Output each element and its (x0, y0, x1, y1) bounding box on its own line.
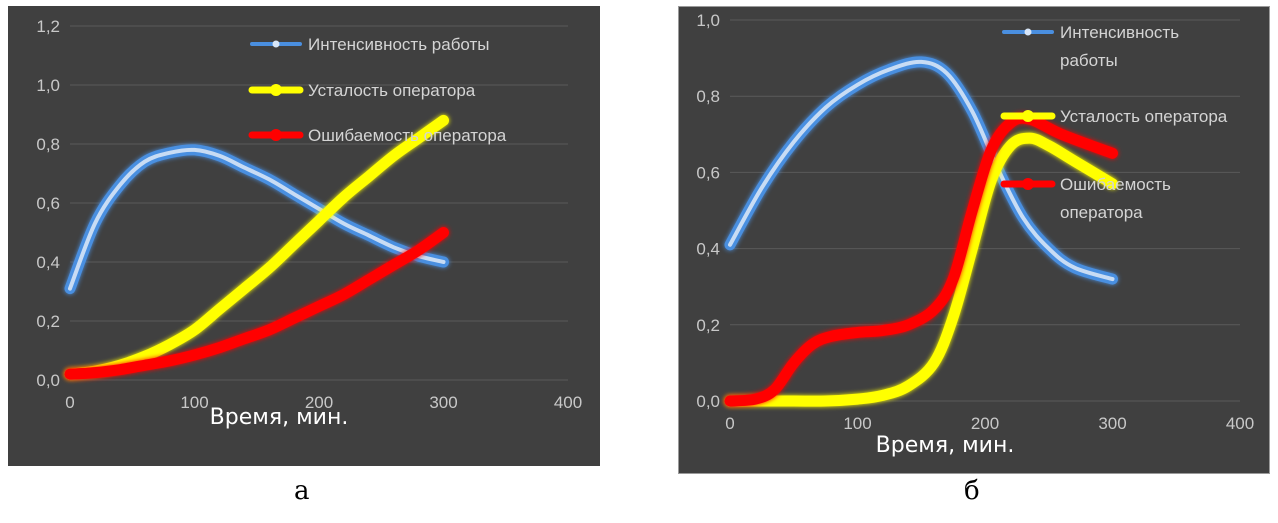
series-line-3 (64, 227, 449, 380)
series-highlight (728, 59, 1115, 282)
y-tick-label: 0,8 (696, 87, 720, 106)
series-line-3 (724, 112, 1118, 407)
y-tick-label: 0,2 (696, 316, 720, 335)
y-tick-label: 1,0 (696, 11, 720, 30)
y-tick-label: 0,2 (36, 312, 60, 331)
y-tick-label: 0,8 (36, 135, 60, 154)
y-tick-label: 1,2 (36, 17, 60, 36)
legend-label: Усталость оператора (308, 81, 476, 100)
legend-swatch-marker (1022, 178, 1034, 190)
y-tick-label: 0,0 (696, 392, 720, 411)
x-tick-label: 0 (725, 414, 734, 433)
y-tick-label: 0,0 (36, 371, 60, 390)
series-stroke (64, 227, 449, 380)
x-axis-label: Время, мин. (210, 405, 349, 430)
series-stroke (724, 132, 1118, 407)
legend-swatch-marker (272, 40, 280, 48)
x-tick-label: 300 (429, 393, 457, 412)
legend-entry-2: Усталость оператора (248, 81, 476, 100)
legend-swatch-marker (1024, 28, 1032, 36)
chart-a: 0,0 0,2 0,4 0,6 0,8 1,0 1,2 0 100 200 300 400 Время,… (8, 6, 600, 466)
caption-a: а (294, 476, 310, 506)
caption-b: б (964, 476, 980, 506)
legend-entry-1: Интенсивность работы (250, 35, 490, 54)
legend-entry-1: Интенсивность работы (1002, 23, 1179, 70)
y-tick-label: 0,4 (36, 253, 60, 272)
y-tick-label: 0,6 (696, 163, 720, 182)
series-line-1 (64, 144, 449, 295)
legend-swatch-marker (270, 129, 282, 141)
legend-label: Ошибаемость оператора (1060, 175, 1171, 222)
legend-entry-3: Ошибаемость оператора (1000, 175, 1171, 222)
chart-panel-a: 0,0 0,2 0,4 0,6 0,8 1,0 1,2 0 100 200 300 400 Время,… (8, 6, 600, 466)
x-tick-label: 200 (305, 393, 333, 412)
x-tick-label: 400 (554, 393, 582, 412)
y-tick-label: 0,6 (36, 194, 60, 213)
x-tick-label: 100 (180, 393, 208, 412)
series-stroke (724, 112, 1118, 407)
legend-label: Усталость оператора (1060, 107, 1228, 126)
chart-panel-b: 0,0 0,2 0,4 0,6 0,8 1,0 0 100 200 300 400 Время, ми… (678, 6, 1270, 474)
chart-b: 0,0 0,2 0,4 0,6 0,8 1,0 0 100 200 300 400 Время, ми… (678, 6, 1270, 474)
x-tick-label: 200 (971, 414, 999, 433)
legend-label: Ошибаемость оператора (308, 126, 507, 145)
x-tick-label: 0 (65, 393, 74, 412)
y-tick-label: 0,4 (696, 240, 720, 259)
legend-label: Интенсивность работы (308, 35, 490, 54)
series-line-2 (64, 114, 449, 380)
x-tick-label: 400 (1226, 414, 1254, 433)
y-tick-label: 1,0 (36, 76, 60, 95)
series-highlight (68, 147, 446, 291)
legend-entry-3: Ошибаемость оператора (248, 126, 507, 145)
series-line-2 (724, 132, 1118, 407)
x-tick-label: 100 (843, 414, 871, 433)
legend-label: Интенсивность работы (1060, 23, 1179, 70)
x-axis-label: Время, мин. (876, 433, 1015, 458)
x-tick-label: 300 (1098, 414, 1126, 433)
series-line-1 (724, 56, 1118, 285)
series-stroke (64, 114, 449, 380)
legend-swatch-marker (1022, 110, 1034, 122)
legend-swatch-marker (270, 84, 282, 96)
legend-entry-2: Усталость оператора (1000, 107, 1228, 126)
